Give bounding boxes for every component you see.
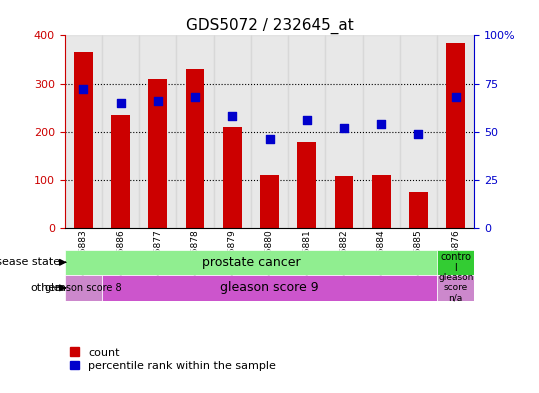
Bar [437,35,474,228]
Bar [326,35,363,228]
Text: gleason score 9: gleason score 9 [220,281,319,294]
Title: GDS5072 / 232645_at: GDS5072 / 232645_at [185,18,354,34]
Point [377,121,385,127]
Text: other: other [31,283,60,293]
Text: disease state: disease state [0,257,60,267]
Bar [251,35,288,228]
Text: gleason
score
n/a: gleason score n/a [438,273,473,303]
Point [414,130,423,137]
Bar [102,35,139,228]
Bar [260,175,279,228]
Point [116,99,125,106]
Text: prostate cancer: prostate cancer [202,256,300,269]
Bar [446,42,465,228]
Point [79,86,88,92]
Bar [335,176,353,228]
Bar [437,275,474,301]
Point [302,117,311,123]
Bar [288,35,326,228]
Bar [298,142,316,228]
Bar [223,127,241,228]
Text: contro
l: contro l [440,252,471,273]
Bar [102,275,437,301]
Point [265,136,274,143]
Bar [176,35,213,228]
Point [228,113,237,119]
Point [154,98,162,104]
Legend: count, percentile rank within the sample: count, percentile rank within the sample [70,347,276,371]
Bar [372,175,391,228]
Bar [409,192,428,228]
Bar [186,69,204,228]
Bar [74,52,93,228]
Point [191,94,199,100]
Text: gleason score 8: gleason score 8 [45,283,122,293]
Bar [148,79,167,228]
Point [451,94,460,100]
Bar [111,115,130,228]
Bar [400,35,437,228]
Bar [213,35,251,228]
Bar [363,35,400,228]
Bar [65,275,102,301]
Point [340,125,348,131]
Bar [139,35,176,228]
Bar [65,35,102,228]
Bar [437,250,474,275]
